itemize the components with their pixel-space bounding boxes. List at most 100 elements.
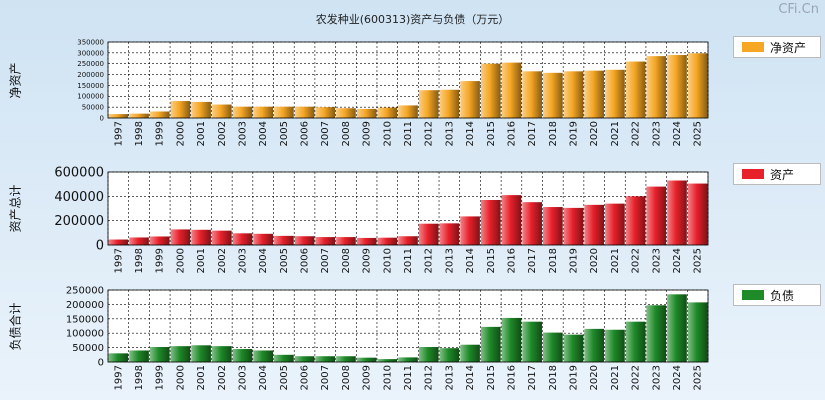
- assets-xtick-label: 2017: [527, 248, 538, 273]
- net-assets-xtick-label: 2018: [548, 121, 559, 146]
- assets-xtick-label: 2016: [506, 248, 517, 273]
- assets-xtick-label: 2025: [693, 248, 704, 273]
- liabilities-xtick-label: 2025: [693, 365, 704, 390]
- watermark: CFi.Cn: [778, 2, 819, 17]
- net-assets-xtick-label: 2013: [444, 121, 455, 146]
- assets-xtick-label: 2004: [258, 248, 269, 273]
- net-assets-ytick-label: 300000: [77, 49, 104, 57]
- net-assets-xtick-label: 2008: [341, 121, 352, 146]
- assets-plot-frame: [107, 171, 709, 246]
- assets-bar-2011: [398, 236, 418, 245]
- net-assets-xtick-label: 2012: [424, 121, 435, 146]
- net-assets-ytick-label: 100000: [77, 93, 104, 101]
- assets-bar-2000: [170, 229, 191, 245]
- liabilities-bar-2018: [543, 332, 563, 362]
- assets-xtick-label: 2012: [424, 248, 435, 273]
- assets-bar-2014: [460, 216, 480, 245]
- legend-liabilities: 负债: [733, 284, 821, 306]
- liabilities-xtick-label: 1997: [113, 365, 124, 390]
- assets-xtick-label: 1999: [155, 248, 166, 273]
- liabilities-ytick-label: 200000: [66, 300, 104, 311]
- net-assets-bar-2013: [439, 89, 460, 118]
- net-assets-bar-2016: [501, 62, 522, 118]
- net-assets-bar-2004: [253, 106, 273, 118]
- net-assets-xtick-label: 2000: [175, 121, 186, 146]
- assets-xtick-label: 2014: [465, 248, 476, 273]
- net-assets-bar-2022: [625, 61, 646, 118]
- liabilities-xtick-label: 2001: [196, 365, 207, 390]
- assets-xtick-label: 2010: [382, 248, 393, 273]
- net-assets-bar-2019: [563, 71, 584, 118]
- liabilities-xtick-label: 1999: [155, 365, 166, 390]
- net-assets-bar-2012: [418, 90, 439, 118]
- ylabel-total-liabilities: 负债合计: [8, 302, 23, 351]
- liabilities-bar-2013: [439, 348, 460, 362]
- assets-bar-2017: [522, 202, 542, 245]
- liabilities-bar-1997: [108, 353, 129, 362]
- assets-bar-2015: [480, 199, 501, 245]
- assets-ytick-label: 600000: [54, 166, 104, 181]
- legend-assets: 资产: [733, 163, 821, 185]
- liabilities-bar-2008: [336, 356, 356, 362]
- assets-ytick-label: 200000: [54, 214, 104, 229]
- liabilities-plot-frame: [107, 289, 709, 363]
- liabilities-bar-2019: [563, 334, 584, 362]
- assets-bar-2010: [377, 237, 398, 245]
- net-assets-bar-2007: [315, 107, 336, 118]
- assets-bar-2008: [336, 237, 356, 245]
- assets-xtick-label: 2001: [196, 248, 207, 273]
- assets-xtick-label: 2024: [672, 248, 683, 273]
- assets-xtick-label: 2000: [175, 248, 186, 273]
- assets-ytick-label: 400000: [54, 190, 104, 205]
- ylabel-net-assets: 净资产: [8, 62, 23, 99]
- net-assets-xtick-label: 2021: [610, 121, 621, 146]
- assets-bar-2021: [605, 203, 625, 245]
- liabilities-xtick-label: 2020: [589, 365, 600, 390]
- assets-xtick-label: 2009: [362, 248, 373, 273]
- net-assets-bar-1998: [129, 113, 149, 118]
- liabilities-ytick-label: 150000: [66, 314, 104, 325]
- legend-label-assets: 资产: [770, 168, 795, 182]
- net-assets-xtick-label: 2009: [362, 121, 373, 146]
- liabilities-xtick-label: 2008: [341, 365, 352, 390]
- liabilities-bar-2016: [501, 317, 522, 362]
- assets-bar-2012: [418, 223, 439, 245]
- liabilities-bar-2022: [625, 321, 646, 362]
- net-assets-bar-2025: [687, 53, 708, 118]
- net-assets-xtick-label: 1997: [113, 121, 124, 146]
- liabilities-bar-2001: [191, 345, 211, 362]
- liabilities-xtick-label: 2005: [279, 365, 290, 390]
- assets-xtick-label: 2022: [631, 248, 642, 273]
- net-assets-ytick-label: 150000: [77, 82, 104, 90]
- liabilities-bar-2012: [418, 347, 439, 362]
- liabilities-bar-2004: [253, 350, 273, 362]
- net-assets-bar-2015: [480, 63, 501, 118]
- net-assets-xtick-label: 2010: [382, 121, 393, 146]
- liabilities-xtick-label: 2021: [610, 365, 621, 390]
- assets-bar-2006: [294, 236, 315, 245]
- net-assets-bar-2023: [646, 56, 667, 118]
- liabilities-xtick-label: 2016: [506, 365, 517, 390]
- liabilities-bar-1998: [129, 350, 149, 362]
- assets-bar-2018: [543, 207, 563, 245]
- liabilities-xtick-label: 2014: [465, 365, 476, 390]
- liabilities-xtick-label: 2000: [175, 365, 186, 390]
- assets-bar-2020: [584, 204, 605, 245]
- assets-bar-2024: [667, 180, 687, 245]
- assets-bar-2001: [191, 229, 211, 245]
- net-assets-ytick-label: 50000: [82, 104, 104, 112]
- net-assets-bar-2024: [667, 55, 687, 118]
- net-assets-bar-2009: [356, 108, 377, 118]
- net-assets-ytick-label: 200000: [77, 71, 104, 79]
- assets-xtick-label: 1998: [134, 248, 145, 273]
- liabilities-bar-2007: [315, 356, 336, 362]
- liabilities-bar-2023: [646, 305, 667, 362]
- liabilities-xtick-label: 2006: [300, 365, 311, 390]
- assets-xtick-label: 2015: [486, 248, 497, 273]
- assets-bar-2013: [439, 223, 460, 245]
- legend-swatch-net-assets: [742, 42, 764, 52]
- legend-label-liabilities: 负债: [770, 289, 795, 303]
- assets-xtick-label: 2018: [548, 248, 559, 273]
- assets-bar-1997: [108, 239, 129, 245]
